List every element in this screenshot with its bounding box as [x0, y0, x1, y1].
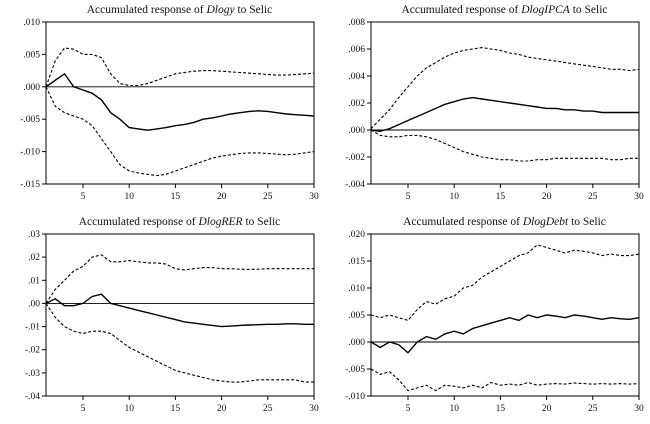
y-tick-label: -.02 [24, 346, 39, 356]
y-tick-label: .005 [348, 311, 365, 321]
title-prefix: Accumulated response of [78, 216, 199, 228]
y-tick-label: .000 [348, 338, 365, 348]
series-response [45, 72, 314, 131]
title-prefix: Accumulated response of [403, 216, 523, 228]
panel-dlogipca: Accumulated response of DlogIPCA to Seli… [325, 0, 650, 212]
y-tick-label: .010 [23, 18, 40, 28]
title-variable: DlogRER [198, 216, 243, 228]
title-suffix: to Selic [569, 4, 608, 16]
x-tick-label: 20 [541, 404, 551, 414]
title-suffix: to Selic [568, 216, 606, 228]
x-tick-label: 30 [309, 404, 319, 414]
plot-frame [45, 21, 314, 185]
title-suffix: to Selic [242, 216, 281, 228]
y-tick-label: .006 [348, 45, 365, 55]
x-tick-label: 10 [449, 192, 459, 202]
y-tick-label: -.015 [20, 180, 40, 190]
panel-dlogy: Accumulated response of Dlogy to Selic .… [0, 0, 325, 212]
x-tick-label: 20 [216, 404, 226, 414]
y-tick-label: .008 [348, 18, 365, 28]
title-variable: DlogDebt [522, 216, 569, 228]
y-tick-label: .020 [348, 230, 365, 240]
y-tick-label: -.010 [20, 148, 40, 158]
chart-canvas-dlogy: .010 .005 .000 -.005 -.010 -.015 5 10 15 20 25 30 [20, 18, 319, 202]
y-tick-label: .00 [28, 299, 40, 309]
x-tick-label: 15 [495, 404, 505, 414]
y-tick-label: .03 [28, 230, 40, 240]
plot-frame [370, 233, 639, 397]
y-tick-label: .015 [348, 257, 365, 267]
series-upper_band [45, 254, 314, 304]
y-tick-label: -.010 [345, 392, 365, 402]
x-tick-label: 30 [309, 192, 319, 202]
panel-dlogdebt: Accumulated response of DlogDebt to Seli… [325, 212, 650, 424]
y-tick-label: -.01 [24, 323, 39, 333]
x-tick-label: 20 [216, 192, 226, 202]
series-response [45, 293, 314, 328]
x-tick-label: 15 [170, 192, 180, 202]
y-tick-label: .002 [348, 99, 365, 109]
x-tick-label: 5 [80, 192, 85, 202]
series-response [370, 96, 639, 133]
chart-title-dlogy: Accumulated response of Dlogy to Selic [0, 0, 325, 16]
title-prefix: Accumulated response of [86, 4, 207, 16]
y-tick-label: -.005 [345, 365, 365, 375]
title-prefix: Accumulated response of [401, 4, 522, 16]
x-tick-label: 30 [634, 192, 644, 202]
title-variable: DlogIPCA [521, 4, 570, 16]
series-response [370, 314, 639, 354]
y-tick-label: .000 [23, 83, 40, 93]
y-tick-label: -.004 [345, 180, 365, 190]
title-variable: Dlogy [206, 4, 235, 16]
series-lower_band [45, 303, 314, 383]
y-tick-label: -.03 [24, 369, 39, 379]
y-tick-label: .004 [348, 72, 365, 82]
y-tick-label: .02 [28, 253, 40, 263]
chart-canvas-dlogdebt: .020 .015 .010 .005 .000 -.005 -.010 5 10 15 20 25 3… [345, 230, 644, 414]
chart-canvas-dlogrer: .03 .02 .01 .00 -.01 -.02 -.03 -.04 5 10 15 20 25 30 [24, 230, 319, 414]
x-tick-label: 30 [634, 404, 644, 414]
series-lower_band [45, 86, 314, 177]
series-upper_band [44, 47, 314, 87]
x-tick-label: 15 [495, 192, 505, 202]
series-lower_band [370, 129, 639, 162]
x-tick-label: 10 [124, 404, 134, 414]
chart-title-dlogipca: Accumulated response of DlogIPCA to Seli… [325, 0, 650, 16]
y-tick-label: -.005 [20, 115, 40, 125]
series-lower_band [370, 368, 639, 392]
x-tick-label: 25 [588, 192, 598, 202]
y-tick-label: .000 [348, 126, 365, 136]
chart-title-dlogrer: Accumulated response of DlogRER to Selic [0, 212, 325, 228]
x-tick-label: 5 [405, 192, 410, 202]
x-tick-label: 10 [124, 192, 134, 202]
x-tick-label: 5 [80, 404, 85, 414]
y-tick-label: -.002 [345, 153, 365, 163]
y-tick-label: .010 [348, 284, 365, 294]
x-tick-label: 25 [263, 192, 273, 202]
x-tick-label: 20 [541, 192, 551, 202]
x-tick-label: 10 [449, 404, 459, 414]
x-tick-label: 25 [588, 404, 598, 414]
y-tick-label: -.04 [24, 392, 39, 402]
series-upper_band [370, 244, 639, 322]
chart-canvas-dlogipca: .008 .006 .004 .002 .000 -.002 -.004 5 10 15 20 25 3… [345, 18, 644, 202]
x-tick-label: 5 [405, 404, 410, 414]
series-upper_band [370, 47, 639, 130]
plot-frame [45, 233, 314, 397]
x-tick-label: 15 [170, 404, 180, 414]
panel-dlogrer: Accumulated response of DlogRER to Selic… [0, 212, 325, 424]
chart-title-dlogdebt: Accumulated response of DlogDebt to Seli… [325, 212, 650, 228]
y-tick-label: .005 [23, 50, 40, 60]
y-tick-label: .01 [28, 276, 40, 286]
x-tick-label: 25 [263, 404, 273, 414]
title-suffix: to Selic [234, 4, 273, 16]
